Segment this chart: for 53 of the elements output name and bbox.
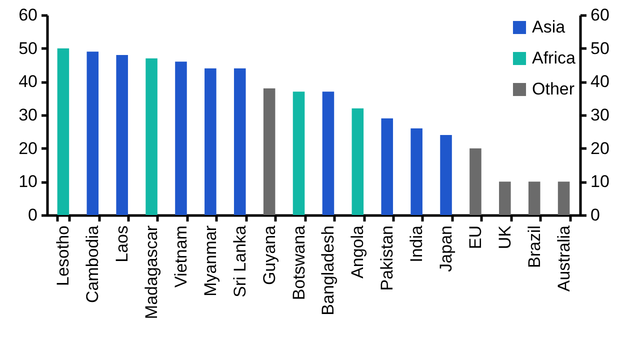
bar (381, 118, 394, 215)
x-tick-label: Pakistan (378, 226, 397, 291)
y-tick-label: 10 (18, 172, 38, 192)
y-tick-label: 50 (18, 38, 38, 58)
y-tick-label: 30 (18, 106, 38, 124)
x-tick-label: EU (466, 226, 485, 250)
x-tick-label: Vietnam (171, 226, 190, 288)
bar (116, 55, 128, 215)
x-tick-label: Laos (112, 226, 132, 262)
y2-tick-label: 50 (590, 38, 610, 58)
x-tick-label: Guyana (260, 224, 279, 286)
x-tick-label: Bangladesh (318, 226, 338, 316)
bar (234, 68, 246, 215)
y-tick-label: 40 (18, 72, 38, 92)
x-tick-label: Myanmar (200, 225, 220, 296)
bar (440, 135, 452, 215)
bar (57, 48, 70, 215)
bar (470, 148, 482, 215)
bar (263, 88, 276, 215)
y2-tick-label: 40 (590, 72, 610, 92)
y-tick-label: 0 (28, 206, 38, 224)
legend-label: Asia (532, 18, 566, 36)
x-tick-label: Sri Lanka (230, 224, 250, 298)
bar (499, 182, 511, 215)
y2-tick-label: 30 (590, 106, 610, 124)
bar (558, 182, 570, 215)
y-tick-label: 60 (18, 6, 38, 24)
bar (292, 92, 305, 215)
bar (410, 128, 422, 215)
bar (204, 68, 216, 215)
x-tick-label: Australia (554, 224, 574, 292)
y2-tick-label: 60 (590, 6, 610, 24)
x-tick-label: Madagascar (142, 225, 162, 320)
bar (528, 182, 540, 215)
y-tick-label: 20 (18, 138, 38, 158)
y2-tick-label: 20 (590, 138, 610, 158)
legend-label: Other (532, 80, 575, 98)
x-tick-label: Japan (436, 226, 456, 272)
bar (146, 58, 158, 215)
bar (175, 62, 187, 215)
x-tick-label: Cambodia (83, 224, 102, 303)
x-tick-label: Brazil (524, 226, 544, 268)
bar (86, 52, 99, 215)
bar (352, 108, 364, 215)
legend-label: Africa (532, 48, 576, 68)
y2-tick-label: 0 (590, 206, 600, 224)
y2-tick-label: 10 (590, 172, 610, 192)
x-tick-label: UK (495, 224, 514, 250)
x-tick-label: Lesotho (54, 226, 73, 286)
x-tick-label: India (407, 224, 426, 262)
bar (322, 92, 334, 215)
x-tick-label: Botswana (289, 224, 308, 300)
x-tick-label: Angola (348, 224, 368, 278)
